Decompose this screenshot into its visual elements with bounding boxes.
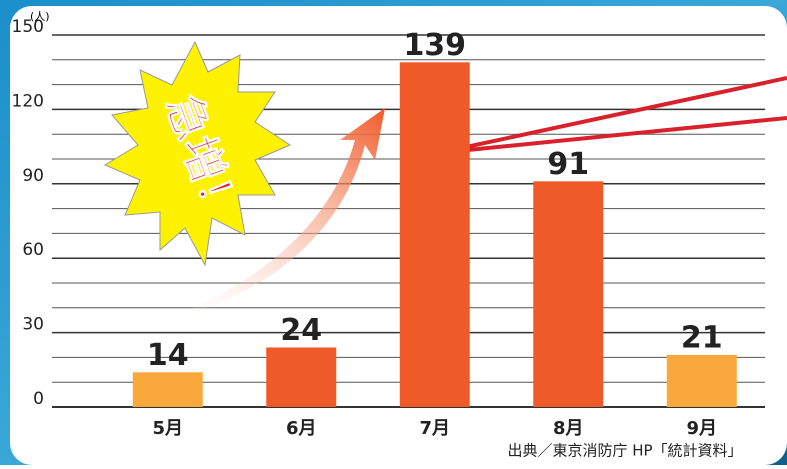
bar	[400, 62, 470, 407]
value-label: 91	[547, 147, 589, 182]
chart: (人) 急増！ 出典／東京消防庁 HP「統計資料」 03060901201505…	[0, 0, 787, 465]
y-tick-label: 0	[33, 389, 44, 409]
x-tick-label: 9月	[686, 418, 717, 439]
value-label: 21	[681, 320, 723, 355]
x-tick-label: 7月	[419, 418, 450, 439]
y-tick-label: 30	[22, 315, 44, 335]
y-tick-label: 90	[22, 166, 44, 186]
bar	[266, 347, 336, 407]
y-tick-label: 120	[12, 91, 44, 111]
bar	[133, 372, 203, 407]
value-label: 24	[280, 313, 322, 348]
bar	[667, 355, 737, 407]
source: 出典／東京消防庁 HP「統計資料」	[507, 442, 742, 460]
y-tick-label: 150	[12, 17, 44, 37]
value-label: 139	[403, 28, 466, 63]
y-tick-label: 60	[22, 240, 44, 260]
bar	[533, 181, 603, 407]
x-tick-label: 6月	[286, 418, 317, 439]
value-label: 14	[147, 338, 189, 373]
x-tick-label: 5月	[152, 418, 183, 439]
x-tick-label: 8月	[553, 418, 584, 439]
